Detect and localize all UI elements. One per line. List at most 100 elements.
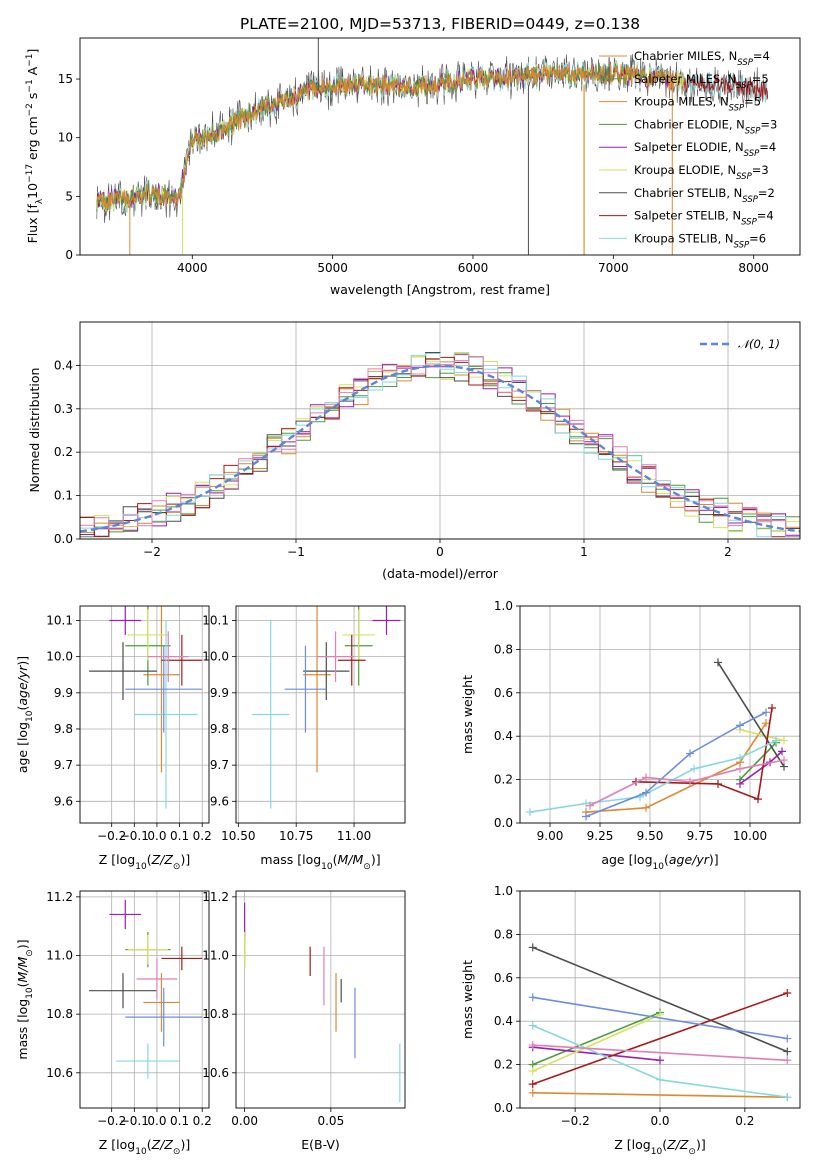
y-tick-label: 10.8 xyxy=(202,1007,229,1021)
y-axis-label: mass weight xyxy=(460,675,475,754)
x-tick-label: 0.1 xyxy=(170,829,189,843)
y-tick-label: 9.7 xyxy=(54,758,73,772)
series-line xyxy=(739,728,785,742)
errorbar-point-7 xyxy=(125,645,203,733)
errorbar-point-3 xyxy=(127,934,169,965)
x-tick-label: −0.1 xyxy=(120,1114,149,1128)
x-tick-label: 0.2 xyxy=(735,1114,754,1128)
y-tick-label: 0 xyxy=(65,248,73,262)
x-tick-label: 9.50 xyxy=(637,829,664,843)
x-tick-label: 0 xyxy=(436,545,444,559)
series-line xyxy=(529,739,777,813)
y-axis-label: age [log10(age/yr)] xyxy=(15,656,35,773)
x-tick-label: 0.0 xyxy=(147,829,166,843)
x-tick-label: 0.1 xyxy=(170,1114,189,1128)
series-marker xyxy=(656,1075,664,1084)
series-marker xyxy=(528,943,537,952)
plot-area xyxy=(96,38,769,255)
spectrum-line-6 xyxy=(96,63,677,212)
series-marker xyxy=(736,721,744,730)
x-tick-label: 0.2 xyxy=(193,1114,212,1128)
legend-label: Chabrier MILES, NSSP=4 xyxy=(634,49,770,68)
mass-weight-series-7 xyxy=(528,993,792,1043)
series-marker xyxy=(714,658,722,667)
errorbar-point-8 xyxy=(147,631,189,682)
axes-frame xyxy=(79,890,210,1109)
series-line xyxy=(739,742,777,781)
x-tick-label: −0.2 xyxy=(97,829,126,843)
plot-area xyxy=(89,899,203,1079)
y-tick-label: 10.1 xyxy=(46,613,73,627)
y-tick-label: 9.8 xyxy=(210,722,229,736)
plot-area xyxy=(252,606,401,809)
x-axis-label: wavelength [Angstrom, rest frame] xyxy=(330,282,550,297)
y-axis-label: mass [log10(M/M⊙)] xyxy=(15,939,35,1059)
errorbar-point-5 xyxy=(161,634,203,686)
series-marker xyxy=(528,1088,537,1097)
y-tick-label: 10.0 xyxy=(202,650,229,664)
y-axis-label: Flux [fλ10−17 erg cm−2 s−1 A−1] xyxy=(25,49,45,244)
series-marker xyxy=(586,801,594,810)
errorbar-point-3 xyxy=(342,609,375,661)
y-tick-label: 11.2 xyxy=(202,890,229,904)
series-marker xyxy=(528,993,537,1002)
series-marker xyxy=(768,703,776,712)
x-tick-label: 7000 xyxy=(598,261,629,275)
y-tick-label: 0.6 xyxy=(494,971,513,985)
series-marker xyxy=(714,779,722,788)
y-tick-label: 9.9 xyxy=(210,686,229,700)
y-tick-label: 9.7 xyxy=(210,758,229,772)
series-line xyxy=(585,722,767,813)
x-tick-label: 0.05 xyxy=(317,1114,344,1128)
legend-label: Chabrier ELODIE, NSSP=3 xyxy=(634,117,777,136)
panel-4: 9.00 9.25 9.50 9.75 10.00 0.0 0.2 0.4 0.6 0.8 1.0 a… xyxy=(460,599,801,872)
plot-area xyxy=(89,606,203,809)
x-axis-label: Z [log10(Z/Z⊙)] xyxy=(99,1137,190,1157)
x-tick-label: 10.00 xyxy=(733,829,767,843)
x-axis-label: age [log10(age/yr)] xyxy=(601,852,718,872)
x-tick-label: 0.2 xyxy=(193,829,212,843)
figure-title: PLATE=2100, MJD=53713, FIBERID=0449, z=0… xyxy=(240,15,640,33)
errorbar-point-7 xyxy=(125,987,203,1047)
y-tick-label: 11.0 xyxy=(202,949,229,963)
errorbar-point-8 xyxy=(136,958,178,1000)
y-tick-label: 0.1 xyxy=(54,489,73,503)
y-tick-label: 11.0 xyxy=(46,949,73,963)
axes-frame xyxy=(79,37,801,256)
y-tick-label: 0.2 xyxy=(54,445,73,459)
x-axis-label: E(B-V) xyxy=(301,1137,340,1152)
panel-3: 10.50 10.75 11.00 9.6 9.7 9.8 9.9 10.0 10.1 mass … xyxy=(202,605,406,872)
x-tick-label: 0.0 xyxy=(650,1114,669,1128)
legend-label: Salpeter MILES, NSSP=5 xyxy=(634,72,769,91)
plot-area xyxy=(80,352,800,538)
errorbar-point-6 xyxy=(116,1043,180,1079)
x-tick-label: 0.0 xyxy=(147,1114,166,1128)
panel-5: −0.2−0.10.0 0.1 0.2 10.6 10.8 11.0 11.2 Z [log1… xyxy=(15,890,212,1157)
y-tick-label: 10.6 xyxy=(202,1066,229,1080)
mass-weight-series-0 xyxy=(582,719,770,817)
series-marker xyxy=(686,749,694,758)
legend-label: Chabrier STELIB, NSSP=2 xyxy=(634,186,775,205)
series-line xyxy=(635,707,773,801)
series-marker xyxy=(656,1056,664,1065)
series-line xyxy=(532,1011,661,1066)
legend-label: Kroupa STELIB, NSSP=6 xyxy=(634,231,766,250)
series-line xyxy=(532,992,788,1085)
series-marker xyxy=(642,803,650,812)
mass-weight-series-1 xyxy=(528,1008,664,1069)
series-marker xyxy=(754,795,762,804)
axes-frame xyxy=(79,605,210,824)
legend-label: Kroupa ELODIE, NSSP=3 xyxy=(634,163,769,182)
series-marker xyxy=(528,1041,537,1050)
histogram-series-5 xyxy=(80,356,800,538)
y-tick-label: 10.8 xyxy=(46,1007,73,1021)
y-tick-label: 9.9 xyxy=(54,686,73,700)
y-tick-label: 1.0 xyxy=(494,884,513,898)
errorbar-point-0 xyxy=(143,973,180,1032)
series-marker xyxy=(686,777,694,786)
y-tick-label: 9.8 xyxy=(54,722,73,736)
x-axis-label: Z [log10(Z/Z⊙)] xyxy=(614,1137,705,1157)
mass-weight-series-8 xyxy=(528,1041,792,1065)
series-marker xyxy=(642,773,650,782)
